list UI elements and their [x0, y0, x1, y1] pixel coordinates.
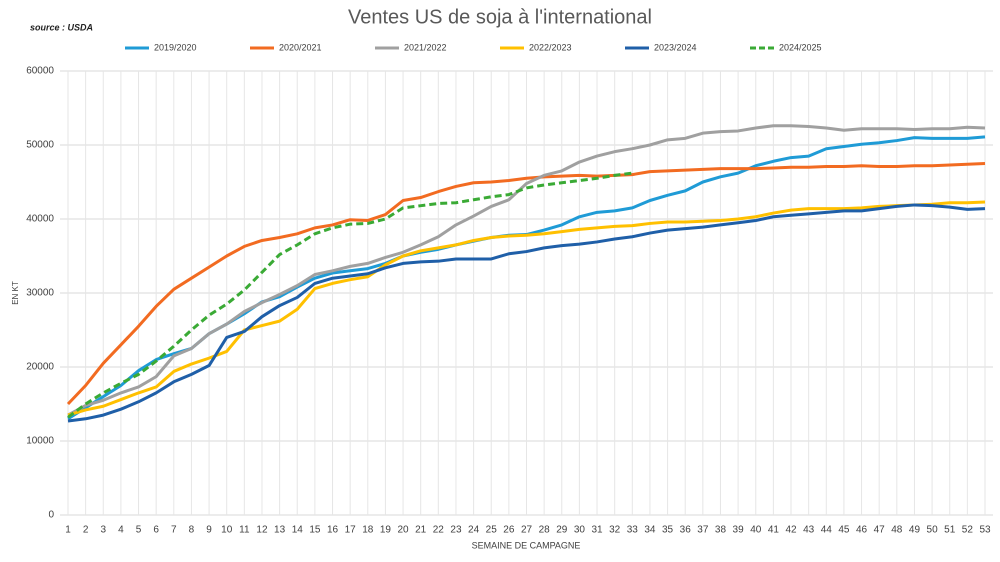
x-tick-label: 37 [697, 525, 709, 536]
series-line [67, 124, 986, 417]
x-tick-label: 1 [65, 525, 71, 536]
x-tick-label: 33 [627, 525, 639, 536]
y-tick-label: 40000 [26, 214, 54, 225]
x-tick-label: 35 [662, 525, 674, 536]
x-tick-label: 32 [609, 525, 621, 536]
x-tick-label: 42 [785, 525, 797, 536]
series-line [67, 200, 986, 417]
x-tick-label: 2 [83, 525, 89, 536]
x-tick-label: 6 [153, 525, 159, 536]
x-tick-label: 30 [574, 525, 586, 536]
x-tick-label: 13 [274, 525, 286, 536]
y-tick-label: 60000 [26, 66, 54, 77]
x-tick-label: 5 [136, 525, 142, 536]
x-tick-label: 39 [733, 525, 745, 536]
x-tick-label: 17 [345, 525, 357, 536]
chart-title: Ventes US de soja à l'international [348, 6, 652, 28]
x-tick-label: 18 [362, 525, 374, 536]
x-tick-label: 16 [327, 525, 339, 536]
x-tick-label: 44 [821, 525, 833, 536]
series-line [67, 203, 986, 423]
x-tick-label: 49 [909, 525, 921, 536]
x-tick-label: 27 [521, 525, 533, 536]
x-tick-label: 41 [768, 525, 780, 536]
x-tick-label: 51 [944, 525, 956, 536]
x-tick-label: 48 [891, 525, 903, 536]
x-tick-label: 4 [118, 525, 124, 536]
x-tick-label: 36 [680, 525, 692, 536]
x-tick-label: 28 [539, 525, 551, 536]
legend-label: 2024/2025 [779, 42, 822, 52]
x-tick-label: 26 [503, 525, 515, 536]
x-tick-label: 9 [206, 525, 212, 536]
y-tick-label: 10000 [26, 436, 54, 447]
x-tick-label: 10 [221, 525, 233, 536]
x-tick-label: 34 [644, 525, 656, 536]
x-axis-label: SEMAINE DE CAMPAGNE [472, 540, 581, 550]
x-tick-label: 24 [468, 525, 480, 536]
y-axis-label: EN KT [11, 281, 20, 305]
x-tick-label: 29 [556, 525, 568, 536]
x-tick-label: 47 [874, 525, 886, 536]
x-tick-label: 53 [979, 525, 991, 536]
x-tick-label: 38 [715, 525, 727, 536]
x-tick-label: 15 [309, 525, 321, 536]
x-tick-label: 31 [591, 525, 603, 536]
x-tick-label: 52 [962, 525, 974, 536]
x-tick-label: 7 [171, 525, 177, 536]
legend-label: 2021/2022 [404, 42, 447, 52]
legend-label: 2023/2024 [654, 42, 697, 52]
x-tick-label: 21 [415, 525, 427, 536]
x-tick-label: 8 [189, 525, 195, 536]
y-tick-label: 30000 [26, 288, 54, 299]
y-tick-label: 20000 [26, 362, 54, 373]
source: source : USDA [30, 22, 93, 32]
legend-label: 2019/2020 [154, 42, 197, 52]
x-tick-label: 40 [750, 525, 762, 536]
x-tick-label: 50 [927, 525, 939, 536]
x-tick-label: 46 [856, 525, 868, 536]
x-tick-label: 20 [397, 525, 409, 536]
x-tick-label: 25 [486, 525, 498, 536]
x-tick-label: 22 [433, 525, 445, 536]
x-tick-label: 11 [239, 525, 250, 536]
series-line [67, 171, 633, 419]
y-tick-label: 0 [48, 510, 54, 521]
x-tick-label: 45 [838, 525, 850, 536]
x-tick-label: 19 [380, 525, 392, 536]
x-tick-label: 3 [100, 525, 106, 536]
x-tick-label: 14 [292, 525, 304, 536]
x-tick-label: 43 [803, 525, 815, 536]
legend-label: 2022/2023 [529, 42, 572, 52]
x-tick-label: 23 [450, 525, 462, 536]
x-tick-label: 12 [256, 525, 268, 536]
series-line [66, 162, 986, 406]
legend-label: 2020/2021 [279, 42, 322, 52]
y-tick-label: 50000 [26, 140, 54, 151]
